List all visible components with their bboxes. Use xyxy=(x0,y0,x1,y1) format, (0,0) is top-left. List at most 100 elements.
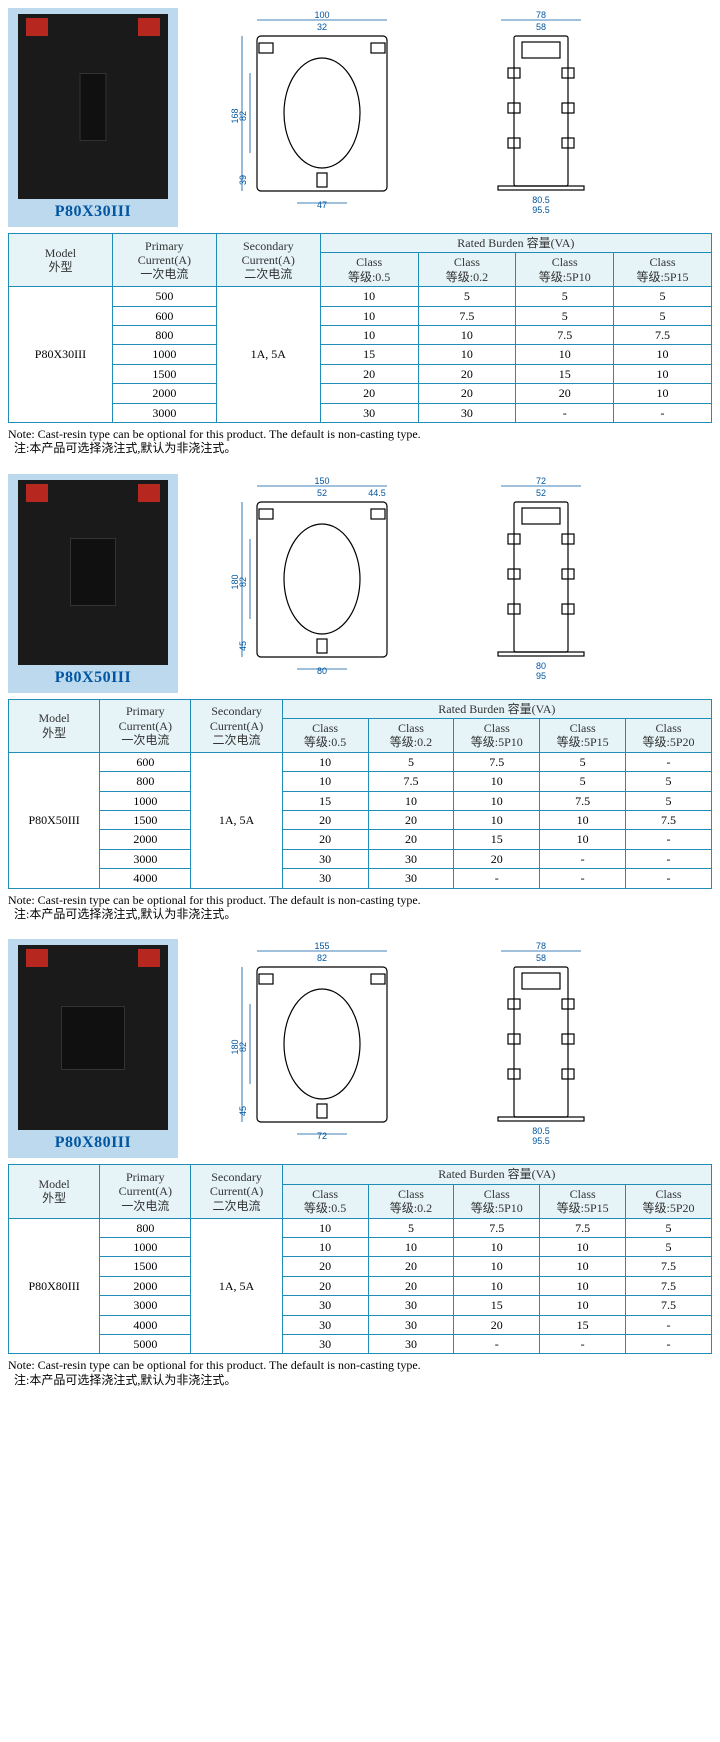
note: Note: Cast-resin type can be optional fo… xyxy=(8,893,712,922)
table-row: 10001510107.55 xyxy=(9,791,712,810)
data-cell: 10 xyxy=(282,752,368,771)
primary-cell: 500 xyxy=(112,287,216,306)
data-cell: 10 xyxy=(540,1276,626,1295)
data-cell: 5 xyxy=(540,772,626,791)
svg-text:155: 155 xyxy=(314,941,329,951)
primary-cell: 1500 xyxy=(100,1257,191,1276)
secondary-cell: 1A, 5A xyxy=(191,1218,282,1354)
data-cell: 20 xyxy=(368,811,454,830)
data-cell: 5 xyxy=(626,1237,712,1256)
product-name: P80X80III xyxy=(14,1134,172,1152)
svg-text:95.5: 95.5 xyxy=(532,205,550,215)
product-section: P80X80III 155 82 180 82 45 72 78 58 80.5… xyxy=(8,939,712,1387)
data-cell: 10 xyxy=(320,306,418,325)
front-drawing: 100 32 168 82 39 47 xyxy=(202,8,442,218)
data-cell: - xyxy=(516,403,614,422)
data-cell: - xyxy=(626,1315,712,1334)
table-row: 2000202010107.5 xyxy=(9,1276,712,1295)
table-row: 30003030-- xyxy=(9,403,712,422)
front-drawing: 155 82 180 82 45 72 xyxy=(202,939,442,1149)
hdr-class5p20: Class等级:5P20 xyxy=(626,1184,712,1218)
secondary-cell: 1A, 5A xyxy=(191,752,282,888)
data-cell: 30 xyxy=(282,869,368,888)
data-cell: 10 xyxy=(454,1276,540,1295)
data-cell: 7.5 xyxy=(516,325,614,344)
hdr-class5p10: Class等级:5P10 xyxy=(454,1184,540,1218)
hdr-model: Model外型 xyxy=(9,1165,100,1218)
data-cell: 5 xyxy=(626,1218,712,1237)
hdr-secondary: Secondary Current(A)二次电流 xyxy=(191,1165,282,1218)
data-cell: 30 xyxy=(368,1296,454,1315)
data-cell: 7.5 xyxy=(626,1276,712,1295)
svg-text:80.5: 80.5 xyxy=(532,1126,550,1136)
table-row: 400030302015- xyxy=(9,1315,712,1334)
hdr-class5p15: Class等级:5P15 xyxy=(540,719,626,753)
data-cell: 10 xyxy=(454,1237,540,1256)
side-drawing: 78 58 80.5 95.5 xyxy=(466,939,616,1149)
data-cell: 10 xyxy=(454,772,540,791)
data-cell: 10 xyxy=(418,325,516,344)
hdr-burden: Rated Burden 容量(VA) xyxy=(282,699,711,718)
svg-text:45: 45 xyxy=(238,1106,248,1116)
data-cell: 10 xyxy=(320,325,418,344)
data-cell: 20 xyxy=(282,1276,368,1295)
primary-cell: 600 xyxy=(100,752,191,771)
hdr-primary: Primary Current(A)一次电流 xyxy=(100,699,191,752)
hdr-class02: Class等级:0.2 xyxy=(368,719,454,753)
data-cell: 20 xyxy=(516,384,614,403)
table-row: 50003030--- xyxy=(9,1334,712,1353)
table-row: 600107.555 xyxy=(9,306,712,325)
product-name: P80X50III xyxy=(14,669,172,687)
data-cell: 10 xyxy=(454,791,540,810)
primary-cell: 2000 xyxy=(100,1276,191,1295)
product-section: P80X50III 150 52 44.5 180 82 45 80 72 52… xyxy=(8,474,712,922)
images-row: P80X50III 150 52 44.5 180 82 45 80 72 52… xyxy=(8,474,712,693)
hdr-primary: Primary Current(A)一次电流 xyxy=(100,1165,191,1218)
svg-text:82: 82 xyxy=(238,577,248,587)
data-cell: - xyxy=(454,869,540,888)
images-row: P80X80III 155 82 180 82 45 72 78 58 80.5… xyxy=(8,939,712,1158)
data-cell: 20 xyxy=(282,1257,368,1276)
table-row: 3000303015107.5 xyxy=(9,1296,712,1315)
product-photo: P80X50III xyxy=(8,474,178,693)
product-photo: P80X30III xyxy=(8,8,178,227)
data-cell: 15 xyxy=(282,791,368,810)
data-cell: 20 xyxy=(454,849,540,868)
data-cell: 20 xyxy=(418,364,516,383)
table-row: P80X50III6001A, 5A1057.55- xyxy=(9,752,712,771)
data-cell: 10 xyxy=(516,345,614,364)
product-photo: P80X80III xyxy=(8,939,178,1158)
data-cell: 7.5 xyxy=(626,811,712,830)
svg-text:80.5: 80.5 xyxy=(532,195,550,205)
data-cell: 20 xyxy=(320,364,418,383)
data-cell: 5 xyxy=(614,306,712,325)
primary-cell: 1500 xyxy=(100,811,191,830)
data-cell: 7.5 xyxy=(454,1218,540,1237)
data-cell: 10 xyxy=(540,1257,626,1276)
data-cell: 7.5 xyxy=(626,1257,712,1276)
svg-text:52: 52 xyxy=(317,488,327,498)
data-cell: - xyxy=(454,1334,540,1353)
table-row: 800107.51055 xyxy=(9,772,712,791)
data-cell: 10 xyxy=(282,772,368,791)
data-cell: 10 xyxy=(282,1237,368,1256)
primary-cell: 800 xyxy=(100,1218,191,1237)
data-cell: 7.5 xyxy=(418,306,516,325)
product-section: P80X30III 100 32 168 82 39 47 78 58 80.5… xyxy=(8,8,712,456)
spec-table: Model外型 Primary Current(A)一次电流 Secondary… xyxy=(8,1164,712,1354)
hdr-class5p15: Class等级:5P15 xyxy=(614,253,712,287)
svg-text:78: 78 xyxy=(536,10,546,20)
data-cell: 10 xyxy=(454,811,540,830)
svg-text:72: 72 xyxy=(317,1131,327,1141)
data-cell: 10 xyxy=(614,364,712,383)
data-cell: 30 xyxy=(368,869,454,888)
data-cell: 20 xyxy=(282,811,368,830)
data-cell: 30 xyxy=(320,403,418,422)
data-cell: 5 xyxy=(516,306,614,325)
model-cell: P80X50III xyxy=(9,752,100,888)
data-cell: 5 xyxy=(540,752,626,771)
primary-cell: 2000 xyxy=(100,830,191,849)
data-cell: 10 xyxy=(540,1237,626,1256)
data-cell: - xyxy=(540,869,626,888)
note: Note: Cast-resin type can be optional fo… xyxy=(8,427,712,456)
